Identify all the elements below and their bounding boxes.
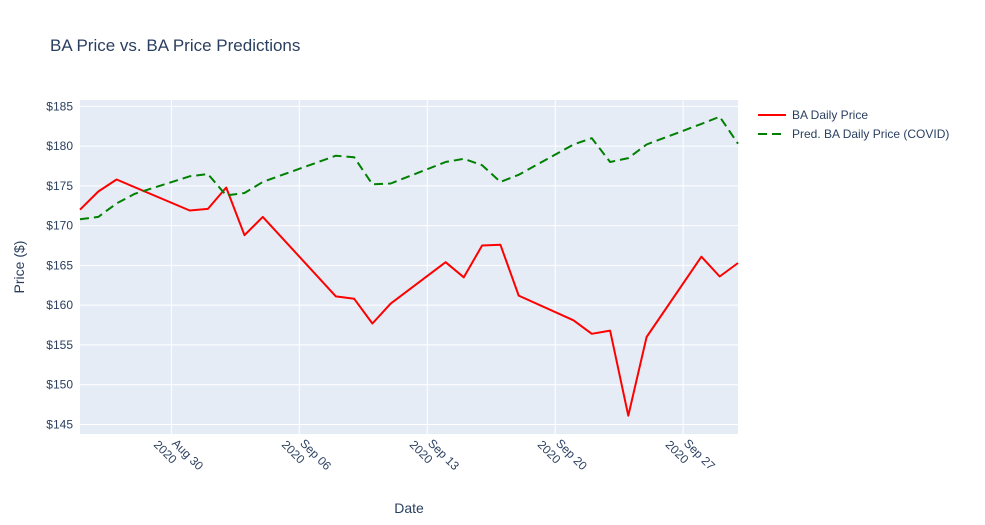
y-tick-label: $165 bbox=[46, 258, 73, 272]
y-tick-label: $145 bbox=[46, 417, 73, 431]
x-axis-title: Date bbox=[394, 500, 424, 516]
legend: BA Daily Price Pred. BA Daily Price (COVI… bbox=[758, 108, 949, 141]
plot-area bbox=[80, 100, 738, 434]
legend-item[interactable]: Pred. BA Daily Price (COVID) bbox=[758, 127, 949, 141]
legend-label: Pred. BA Daily Price (COVID) bbox=[792, 127, 949, 141]
legend-label: BA Daily Price bbox=[792, 108, 868, 122]
y-tick-label: $175 bbox=[46, 179, 73, 193]
series-line-1 bbox=[79, 178, 739, 417]
y-axis-title: Price ($) bbox=[11, 241, 27, 294]
legend-item[interactable]: BA Daily Price bbox=[758, 108, 868, 122]
y-tick-label: $170 bbox=[46, 219, 73, 233]
y-axis: $145 $150 $155 $160 $165 $170 $175 $180 $185 bbox=[46, 99, 73, 431]
y-tick-label: $160 bbox=[46, 298, 73, 312]
grid bbox=[80, 100, 738, 434]
y-tick-label: $150 bbox=[46, 378, 73, 392]
y-tick-label: $185 bbox=[46, 99, 73, 113]
y-tick-label: $180 bbox=[46, 139, 73, 153]
series-line-2 bbox=[79, 115, 739, 221]
y-tick-label: $155 bbox=[46, 338, 73, 352]
chart-title: BA Price vs. BA Price Predictions bbox=[50, 36, 300, 55]
series-layer bbox=[79, 115, 739, 417]
